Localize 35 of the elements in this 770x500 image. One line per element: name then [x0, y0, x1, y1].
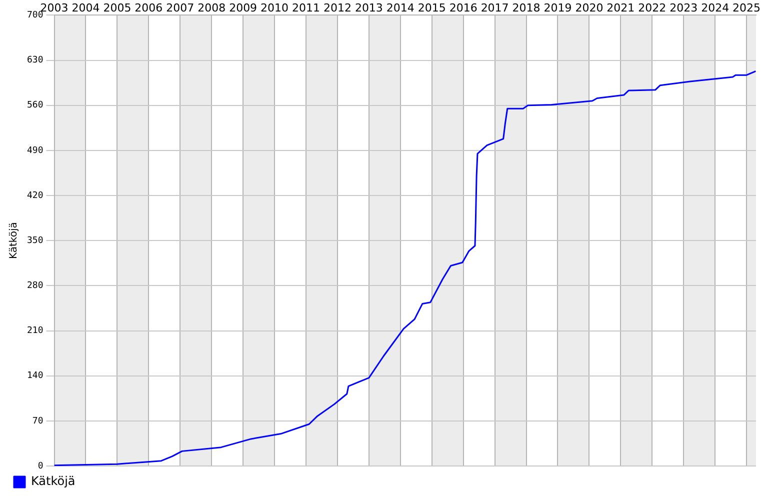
x-tick-label: 2016 — [449, 1, 478, 14]
x-tick-label: 2024 — [701, 1, 730, 14]
y-tick-label: 0 — [38, 461, 44, 472]
y-tick-label: 560 — [26, 100, 44, 111]
x-tick-label: 2020 — [575, 1, 604, 14]
x-tick-label: 2010 — [260, 1, 289, 14]
x-tick-label: 2023 — [670, 1, 698, 14]
y-axis-title: Kätköjä — [8, 222, 20, 260]
x-tick-label: 2022 — [638, 1, 666, 14]
y-tick-label: 420 — [26, 190, 44, 201]
x-tick-label: 2025 — [732, 1, 761, 14]
x-tick-label: 2013 — [354, 1, 383, 14]
x-tick-label: 2008 — [198, 1, 226, 14]
y-tick-label: 210 — [26, 326, 44, 336]
x-tick-label: 2017 — [480, 1, 509, 14]
x-tick-label: 2015 — [418, 1, 446, 14]
y-tick-label: 490 — [26, 146, 44, 156]
x-tick-label: 2011 — [292, 1, 320, 14]
x-tick-label: 2004 — [72, 1, 100, 14]
x-tick-label: 2009 — [229, 1, 258, 14]
x-tick-label: 2007 — [166, 1, 194, 14]
x-tick-label: 2005 — [103, 1, 132, 14]
x-tick-label: 2006 — [134, 1, 163, 14]
x-tick-label: 2012 — [323, 1, 352, 14]
y-tick-label: 140 — [26, 371, 44, 382]
x-tick-label: 2018 — [512, 1, 540, 14]
y-tick-label: 630 — [26, 56, 44, 66]
x-tick-label: 2021 — [606, 1, 635, 14]
legend-label: Kätköjä — [31, 474, 76, 488]
y-tick-label: 700 — [26, 10, 44, 21]
y-tick-label: 70 — [32, 416, 44, 426]
y-tick-label: 280 — [26, 281, 44, 292]
x-tick-label: 2014 — [386, 1, 414, 14]
x-tick-label: 2019 — [544, 1, 572, 14]
y-tick-label: 350 — [26, 236, 44, 246]
